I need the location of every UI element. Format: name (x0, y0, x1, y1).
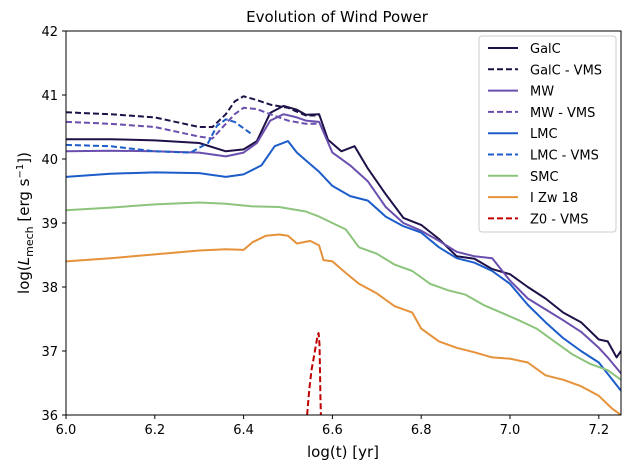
y-tick-label: 42 (41, 25, 58, 40)
chart-title: Evolution of Wind Power (246, 8, 429, 26)
x-axis-label: log(t) [yr] (307, 443, 379, 461)
series-line-3 (66, 106, 320, 140)
x-tick-label: 6.6 (322, 423, 343, 438)
legend-label-0: GalC (530, 42, 561, 57)
x-tick-label: 6.2 (144, 423, 165, 438)
legend-label-6: SMC (530, 170, 559, 185)
y-tick-label: 37 (41, 345, 58, 360)
y-tick-label: 40 (41, 153, 58, 168)
legend-label-7: I Zw 18 (530, 191, 578, 206)
legend-label-5: LMC - VMS (530, 149, 599, 164)
x-tick-label: 6.0 (56, 423, 77, 438)
series-line-4 (66, 140, 621, 392)
x-tick-label: 7.2 (588, 423, 609, 438)
x-tick-label: 6.8 (411, 423, 432, 438)
x-tick-label: 6.4 (233, 423, 254, 438)
legend-label-2: MW (530, 85, 554, 100)
plot-area (66, 95, 621, 415)
series-line-1 (66, 95, 320, 128)
legend-box (478, 35, 617, 233)
series-line-7 (66, 233, 621, 415)
series-line-2 (66, 113, 621, 375)
y-tick-label: 38 (41, 281, 58, 296)
legend-label-3: MW - VMS (530, 106, 595, 121)
series-line-0 (66, 104, 621, 359)
legend-label-1: GalC - VMS (530, 63, 602, 78)
y-tick-label: 41 (41, 89, 58, 104)
y-axis: 36 37 38 39 40 41 42 (41, 25, 66, 424)
legend-label-4: LMC (530, 127, 558, 142)
y-tick-label: 39 (41, 217, 58, 232)
legend-label-8: Z0 - VMS (530, 212, 589, 227)
series-line-8 (306, 332, 322, 415)
series-line-6 (66, 201, 621, 381)
x-tick-label: 7.0 (500, 423, 521, 438)
legend: GalC GalC - VMS MW MW - VMS LMC LMC - VMS SMC I… (478, 35, 617, 233)
x-axis: 6.0 6.2 6.4 6.6 6.8 7.0 7.2 (56, 415, 609, 438)
y-tick-label: 36 (41, 409, 58, 424)
y-axis-label: log(Lmech [erg s−1]) (15, 152, 36, 294)
series-line-5 (66, 118, 254, 154)
